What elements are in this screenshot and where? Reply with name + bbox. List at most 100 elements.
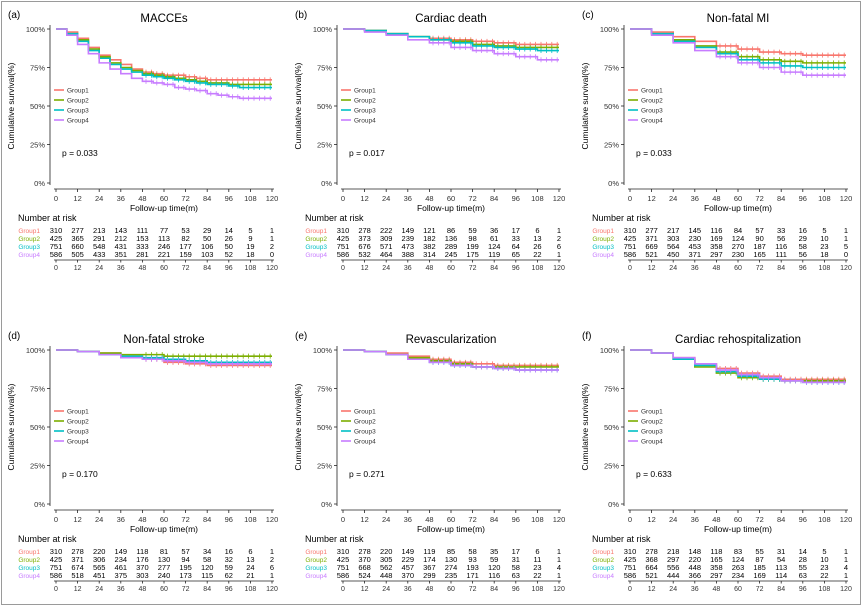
risk-count: 18 xyxy=(246,250,254,259)
y-tick-label: 50% xyxy=(604,423,619,432)
risk-count: 303 xyxy=(136,571,149,580)
panel-c: (c) Non-fatal MI Cumulative survival(%) 0% 2… xyxy=(580,10,852,272)
x-axis-title: Follow-up time(m) xyxy=(130,203,198,213)
risk-row-label-group1: Group1 xyxy=(592,228,614,235)
risk-count: 52 xyxy=(225,250,233,259)
y-tick-label: 100% xyxy=(600,346,620,355)
risk-x-tick-label: 12 xyxy=(648,265,656,272)
risk-count: 565 xyxy=(93,563,106,572)
risk-count: 119 xyxy=(488,250,500,259)
risk-row-label-group3: Group3 xyxy=(18,565,40,572)
x-tick-label: 120 xyxy=(553,194,566,203)
risk-x-tick-label: 60 xyxy=(447,265,455,272)
risk-count: 111 xyxy=(137,226,148,235)
risk-x-tick-label: 24 xyxy=(382,586,390,593)
risk-count: 23 xyxy=(533,563,541,572)
legend-label-group4: Group4 xyxy=(354,439,376,446)
risk-x-tick-label: 60 xyxy=(160,586,168,593)
x-tick-label: 36 xyxy=(404,194,412,203)
risk-count: 310 xyxy=(50,547,63,556)
risk-count: 106 xyxy=(201,242,214,251)
risk-count: 431 xyxy=(115,242,128,251)
risk-count: 63 xyxy=(512,571,520,580)
risk-x-tick-label: 24 xyxy=(382,265,390,272)
y-tick-label: 50% xyxy=(604,102,619,111)
x-axis-title: Follow-up time(m) xyxy=(130,524,198,534)
risk-x-tick-label: 84 xyxy=(777,265,785,272)
risk-count: 263 xyxy=(732,563,745,572)
risk-count: 351 xyxy=(115,250,128,259)
y-tick-label: 75% xyxy=(317,385,332,394)
curve-group4 xyxy=(630,28,846,76)
y-tick-label: 25% xyxy=(317,141,332,150)
risk-table-title: Number at risk xyxy=(305,213,364,223)
risk-x-tick-label: 48 xyxy=(139,586,147,593)
risk-count: 54 xyxy=(777,555,785,564)
y-tick-label: 75% xyxy=(604,64,619,73)
risk-count: 240 xyxy=(158,571,171,580)
risk-count: 29 xyxy=(203,226,211,235)
x-tick-label: 0 xyxy=(341,515,345,524)
x-tick-label: 36 xyxy=(691,515,699,524)
risk-count: 1 xyxy=(557,571,561,580)
risk-count: 277 xyxy=(158,563,171,572)
x-tick-label: 24 xyxy=(669,194,677,203)
risk-count: 29 xyxy=(799,234,807,243)
risk-count: 0 xyxy=(270,250,274,259)
x-tick-label: 60 xyxy=(160,515,168,524)
x-tick-label: 84 xyxy=(777,194,785,203)
risk-count: 246 xyxy=(158,242,171,251)
x-tick-label: 60 xyxy=(734,194,742,203)
risk-count: 6 xyxy=(535,226,539,235)
risk-table-title: Number at risk xyxy=(592,213,651,223)
risk-count: 375 xyxy=(115,571,128,580)
risk-count: 230 xyxy=(689,234,702,243)
risk-count: 4 xyxy=(844,563,848,572)
panel-e: (e) Revascularization Cumulative survival(… xyxy=(293,331,565,593)
risk-count: 220 xyxy=(93,547,106,556)
risk-count: 333 xyxy=(136,242,149,251)
risk-x-tick-label: 0 xyxy=(341,265,345,272)
risk-count: 310 xyxy=(624,226,637,235)
risk-count: 113 xyxy=(775,563,787,572)
risk-count: 130 xyxy=(445,555,458,564)
y-tick-label: 50% xyxy=(317,102,332,111)
risk-count: 116 xyxy=(775,242,787,251)
panel-label: (a) xyxy=(8,10,20,21)
risk-count: 62 xyxy=(225,571,233,580)
x-axis-title: Follow-up time(m) xyxy=(417,203,485,213)
risk-count: 149 xyxy=(402,547,415,556)
risk-row-label-group2: Group2 xyxy=(18,236,40,243)
risk-x-tick-label: 48 xyxy=(139,265,147,272)
risk-count: 450 xyxy=(667,250,680,259)
risk-count: 120 xyxy=(201,563,214,572)
risk-count: 31 xyxy=(512,555,520,564)
risk-row-label-group2: Group2 xyxy=(592,236,614,243)
risk-count: 16 xyxy=(799,226,807,235)
risk-x-tick-label: 96 xyxy=(225,265,233,272)
risk-count: 124 xyxy=(732,234,745,243)
risk-count: 668 xyxy=(358,563,371,572)
x-tick-label: 24 xyxy=(95,515,103,524)
risk-count: 94 xyxy=(181,555,189,564)
risk-row-label-group1: Group1 xyxy=(18,549,40,556)
x-tick-label: 12 xyxy=(360,515,368,524)
curve-group3 xyxy=(343,28,559,52)
x-tick-label: 24 xyxy=(382,515,390,524)
risk-count: 521 xyxy=(645,571,658,580)
x-tick-label: 72 xyxy=(755,515,763,524)
risk-count: 0 xyxy=(844,250,848,259)
risk-count: 586 xyxy=(624,250,637,259)
risk-count: 388 xyxy=(402,250,415,259)
risk-count: 149 xyxy=(402,226,415,235)
risk-x-tick-label: 0 xyxy=(54,586,58,593)
curve-group4 xyxy=(343,349,559,371)
x-tick-label: 36 xyxy=(117,194,125,203)
risk-count: 586 xyxy=(50,250,63,259)
risk-x-tick-label: 60 xyxy=(447,586,455,593)
risk-count: 17 xyxy=(512,547,520,556)
risk-count: 371 xyxy=(71,555,84,564)
risk-count: 305 xyxy=(380,555,393,564)
risk-count: 153 xyxy=(136,234,149,243)
risk-count: 1 xyxy=(270,571,274,580)
